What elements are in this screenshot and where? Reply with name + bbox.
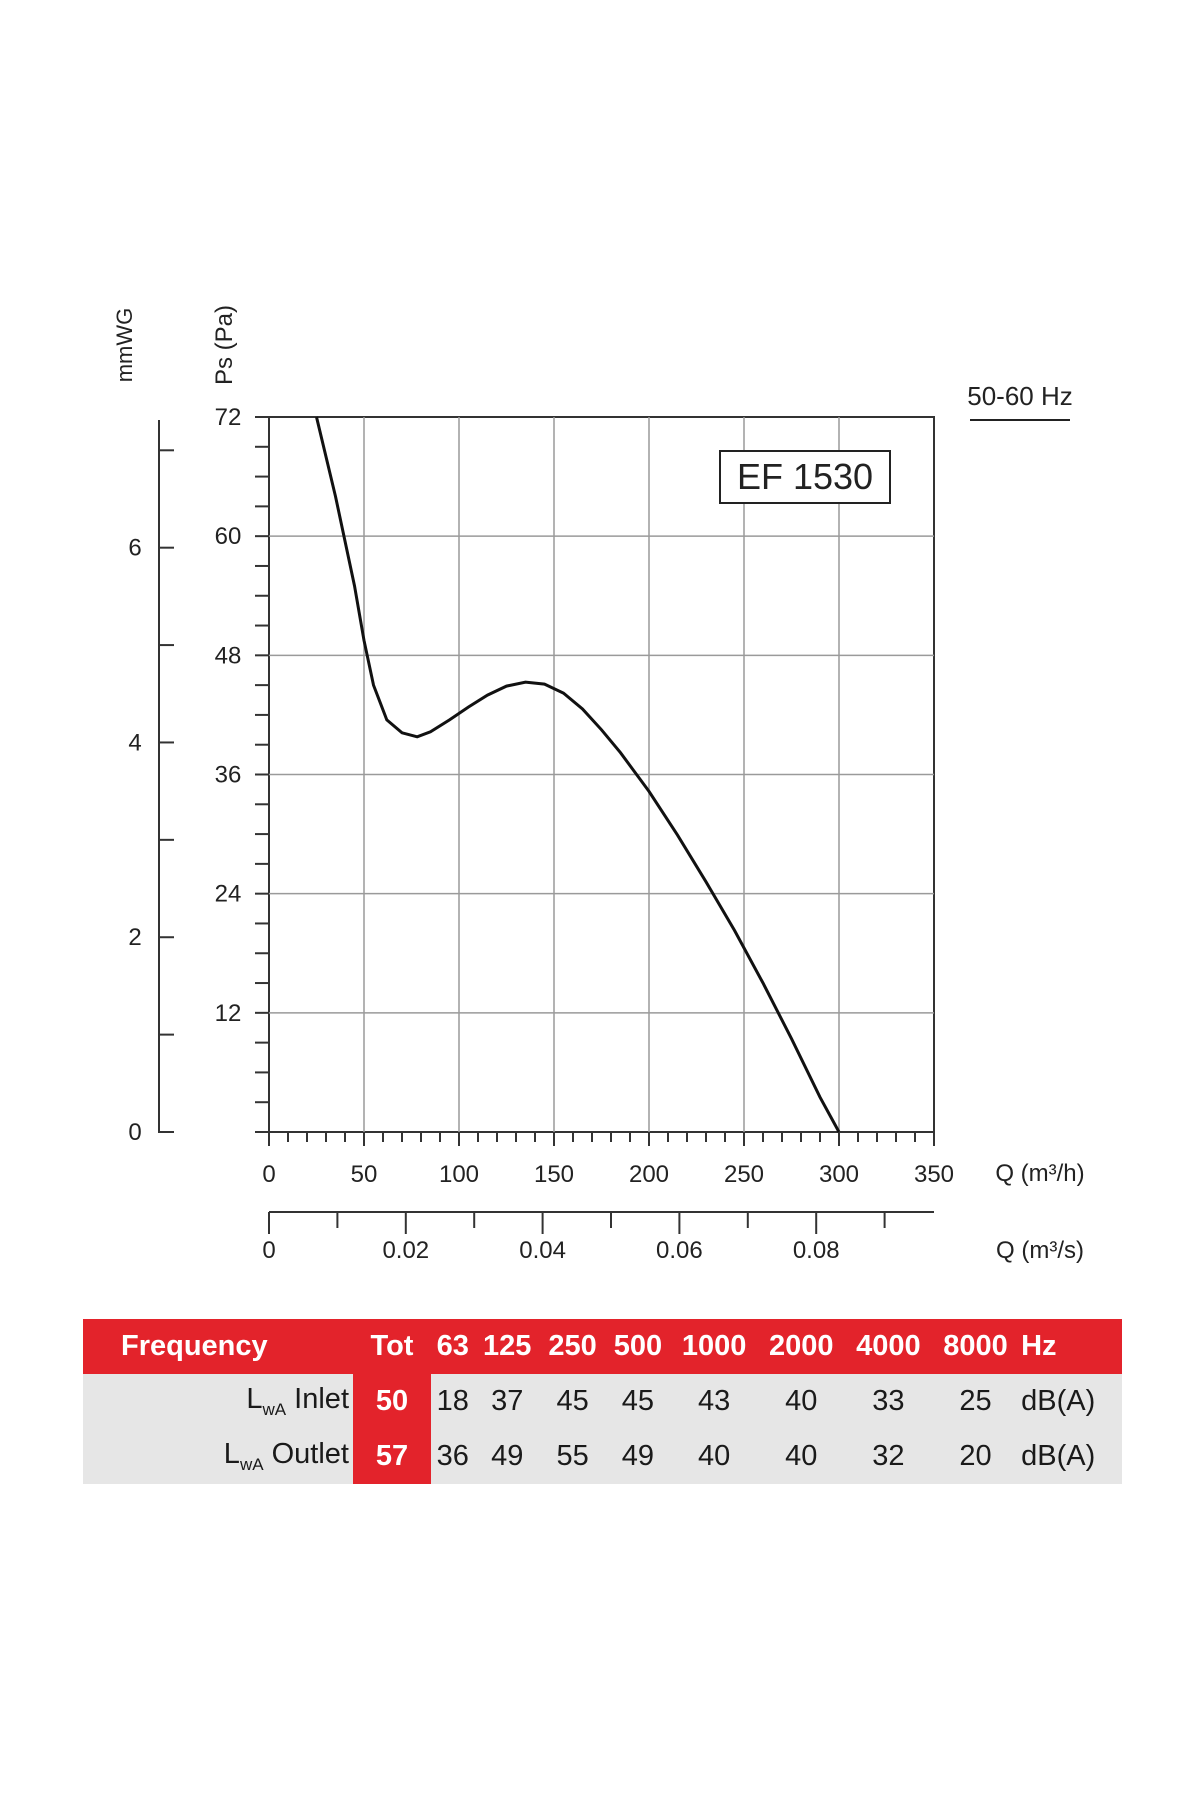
x2-tick-label: 0.08 — [793, 1237, 840, 1264]
outlet-2000: 40 — [785, 1440, 818, 1472]
outlet-row-label: LwA Outlet — [83, 1429, 353, 1484]
freq-2000-header: 2000 — [769, 1330, 834, 1362]
inlet-500: 45 — [621, 1385, 655, 1417]
mmwg-tick-label: 2 — [128, 924, 141, 951]
x-tick-label: 350 — [914, 1161, 954, 1188]
x2-tick-label: 0.02 — [382, 1237, 429, 1264]
inlet-unit: dB(A) — [1021, 1385, 1096, 1417]
y-tick-label: 12 — [215, 1000, 242, 1027]
tot-header: Tot — [353, 1319, 431, 1374]
outlet-4000: 32 — [872, 1440, 905, 1472]
mmwg-axis-title: mmWG — [112, 308, 137, 383]
x-tick-label: 300 — [819, 1161, 859, 1188]
outlet-125: 49 — [491, 1440, 524, 1472]
y-tick-label: 24 — [215, 881, 242, 908]
x-tick-label: 0 — [262, 1161, 275, 1188]
lwa-subscript: wA — [262, 1399, 287, 1419]
freq-8000-header: 8000 — [943, 1330, 1008, 1362]
inlet-row-label: LwA Inlet — [83, 1374, 353, 1429]
mmwg-tick-label: 4 — [128, 729, 141, 756]
y-tick-label: 72 — [215, 404, 242, 431]
tick-marks — [159, 416, 935, 1234]
frequency-header-row: Frequency Tot 63 125 250 500 1000 2000 4… — [83, 1319, 1122, 1374]
freq-4000-header: 4000 — [856, 1330, 921, 1362]
x-tick-label: 250 — [724, 1161, 764, 1188]
model-label-box — [719, 450, 891, 504]
outlet-250: 55 — [556, 1440, 589, 1472]
inlet-250: 45 — [556, 1385, 589, 1417]
outlet-500: 49 — [621, 1440, 655, 1472]
x-tick-label: 200 — [629, 1161, 669, 1188]
inlet-125: 37 — [491, 1385, 524, 1417]
mmwg-tick-label: 6 — [128, 535, 141, 562]
x-axis-title: Q (m³/h) — [995, 1160, 1084, 1187]
hz-unit-header: Hz — [1021, 1330, 1057, 1362]
lwa-symbol: L — [246, 1383, 263, 1416]
lwa-symbol: L — [223, 1438, 240, 1471]
lwa-subscript: wA — [239, 1454, 264, 1474]
inlet-8000: 25 — [959, 1385, 992, 1417]
freq-1000-header: 1000 — [681, 1330, 747, 1362]
x-tick-label: 50 — [351, 1161, 378, 1188]
inlet-4000: 33 — [872, 1385, 905, 1417]
frequency-note: 50-60 Hz — [967, 381, 1073, 411]
frequency-header-label: Frequency — [121, 1330, 268, 1362]
fan-curve-chart: mmWG Ps (Pa) 50-60 Hz 0 50 100 150 200 250 300… — [112, 305, 1085, 1264]
y-tick-label: 48 — [215, 642, 242, 669]
x-tick-label: 150 — [534, 1161, 574, 1188]
grid-lines — [269, 417, 934, 1132]
model-label: EF 1530 — [737, 456, 873, 497]
outlet-8000: 20 — [959, 1440, 992, 1472]
inlet-1000: 43 — [698, 1385, 731, 1417]
y-tick-label: 60 — [215, 523, 242, 550]
inlet-63: 18 — [436, 1385, 469, 1417]
inlet-label-text: Inlet — [286, 1383, 349, 1416]
mmwg-tick-label: 0 — [128, 1119, 141, 1146]
x2-tick-label: 0.04 — [519, 1237, 566, 1264]
freq-500-header: 500 — [613, 1330, 663, 1362]
freq-63-header: 63 — [436, 1330, 469, 1362]
sound-power-table: Frequency Tot 63 125 250 500 1000 2000 4… — [83, 1319, 1122, 1484]
x2-tick-label: 0.06 — [656, 1237, 703, 1264]
x2-tick-label: 0 — [262, 1237, 275, 1264]
fan-performance-curve — [315, 416, 841, 1133]
inlet-row: LwA Inlet 50 18 37 45 45 43 40 33 25 dB(… — [83, 1374, 1122, 1429]
inlet-total: 50 — [353, 1374, 431, 1429]
freq-250-header: 250 — [548, 1330, 597, 1362]
outlet-unit: dB(A) — [1021, 1440, 1096, 1472]
x-tick-label: 100 — [439, 1161, 479, 1188]
ps-axis-title: Ps (Pa) — [211, 305, 238, 385]
outlet-1000: 40 — [698, 1440, 731, 1472]
outlet-total: 57 — [353, 1429, 431, 1484]
x2-axis-title: Q (m³/s) — [996, 1237, 1084, 1264]
inlet-2000: 40 — [785, 1385, 818, 1417]
outlet-row: LwA Outlet 57 36 49 55 49 40 40 32 20 dB… — [83, 1429, 1122, 1484]
outlet-63: 36 — [436, 1440, 469, 1472]
freq-125-header: 125 — [483, 1330, 532, 1362]
outlet-label-text: Outlet — [263, 1438, 349, 1471]
y-tick-label: 36 — [215, 762, 242, 789]
